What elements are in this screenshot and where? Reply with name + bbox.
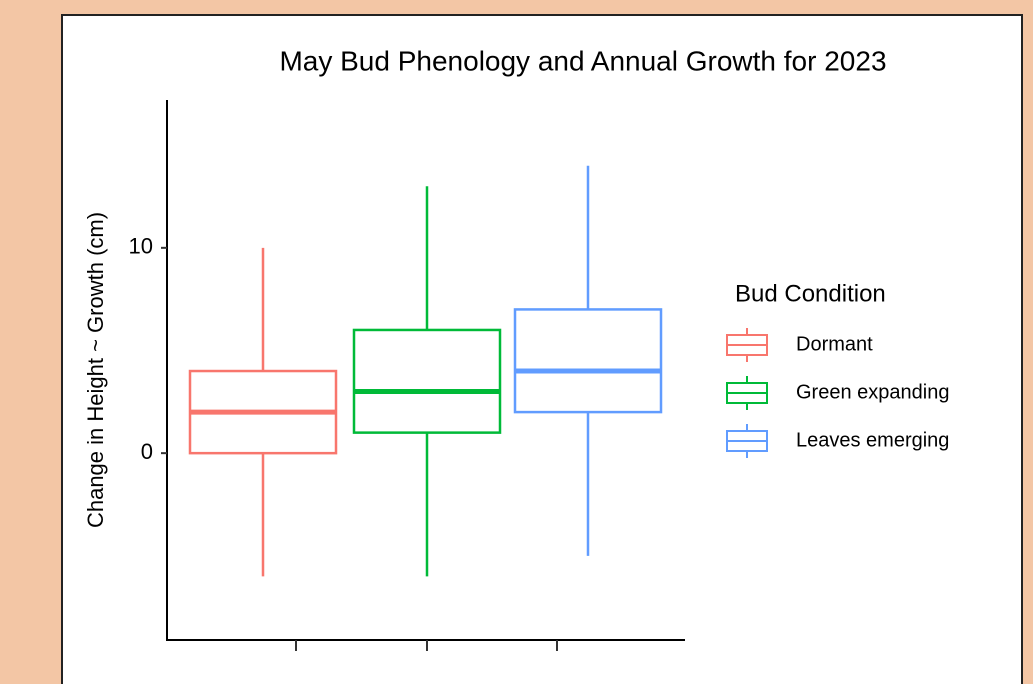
legend-label: Green expanding bbox=[796, 381, 949, 403]
box bbox=[513, 308, 663, 414]
legend-label: Dormant bbox=[796, 333, 873, 355]
legend-label: Leaves emerging bbox=[796, 429, 949, 451]
chart-title: May Bud Phenology and Annual Growth for … bbox=[279, 45, 886, 76]
box bbox=[352, 328, 502, 434]
y-tick-label: 0 bbox=[141, 439, 153, 464]
legend-title: Bud Condition bbox=[735, 280, 886, 307]
y-axis-label: Change in Height ~ Growth (cm) bbox=[83, 212, 108, 528]
y-tick-label: 10 bbox=[129, 234, 153, 259]
